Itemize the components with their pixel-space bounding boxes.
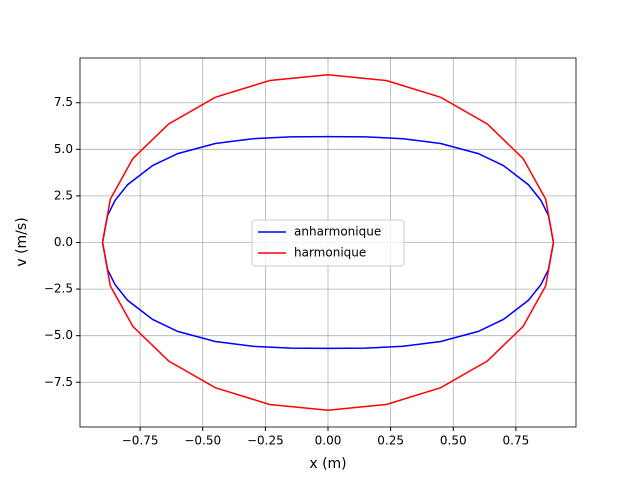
x-tick-label: −0.75 — [122, 434, 159, 448]
y-axis-label: v (m/s) — [14, 217, 30, 266]
x-tick-label: 0.50 — [440, 434, 467, 448]
x-tick-label: 0.75 — [503, 434, 530, 448]
y-tick-label: 2.5 — [54, 188, 73, 202]
x-tick-label: 0.00 — [315, 434, 342, 448]
y-tick-label: −2.5 — [44, 282, 73, 296]
plot-frame — [79, 57, 577, 428]
x-tick-label: −0.50 — [184, 434, 221, 448]
x-axis-label: x (m) — [309, 456, 346, 472]
y-tick-label: −7.5 — [44, 375, 73, 389]
y-tick-label: 0.0 — [54, 235, 73, 249]
legend-box — [251, 219, 405, 267]
legend-label: harmonique — [294, 246, 366, 260]
y-tick-label: 7.5 — [54, 95, 73, 109]
y-tick-label: 5.0 — [54, 142, 73, 156]
x-tick-label: −0.25 — [247, 434, 284, 448]
y-tick-label: −5.0 — [44, 328, 73, 342]
data-line — [101, 74, 555, 411]
legend-label: anharmonique — [294, 225, 381, 239]
x-tick-label: 0.25 — [377, 434, 404, 448]
